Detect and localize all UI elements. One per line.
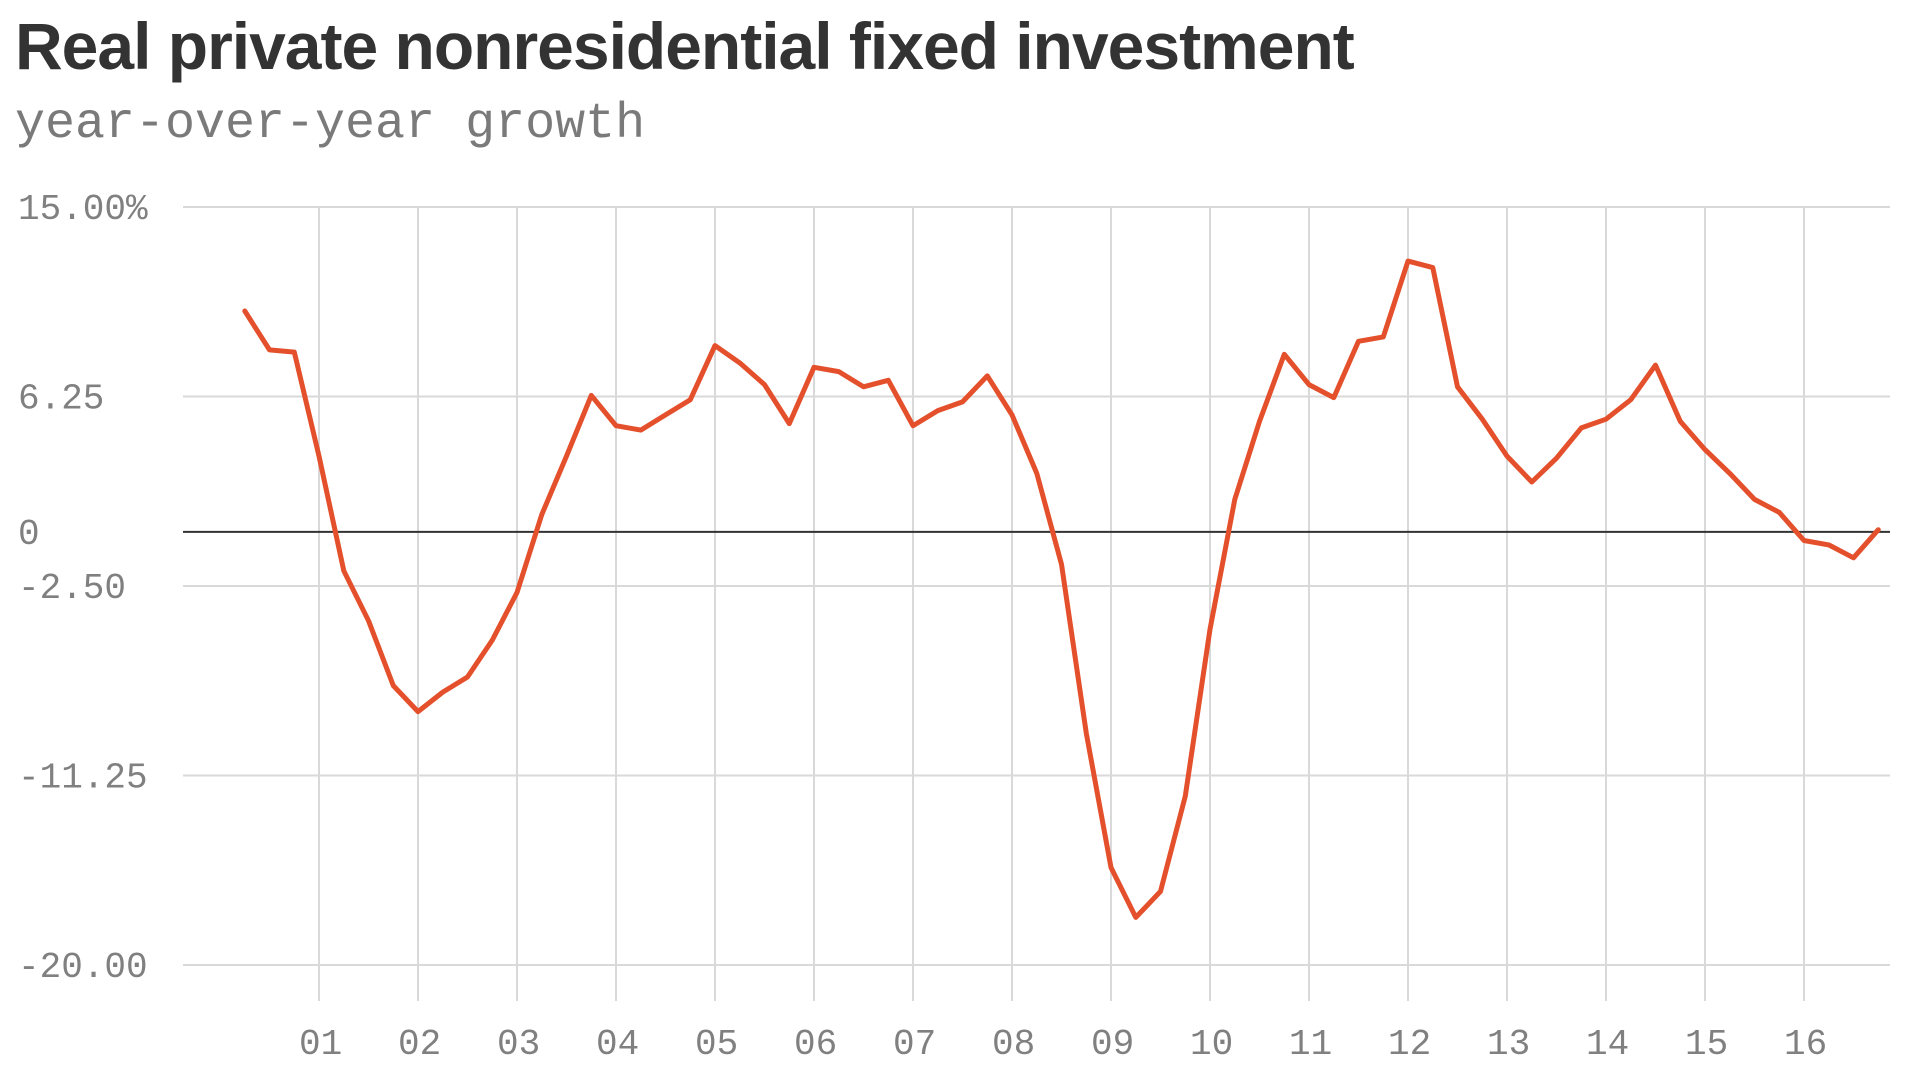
chart-title: Real private nonresidential fixed invest… xyxy=(15,9,1355,83)
y-tick-label: -2.50 xyxy=(18,568,126,609)
vertical-gridlines xyxy=(318,207,1805,1001)
series-line xyxy=(242,258,1881,920)
x-tick-label: 10 xyxy=(1183,1024,1233,1065)
x-tick-label: 16 xyxy=(1777,1024,1827,1065)
y-tick-label: -11.25 xyxy=(18,758,148,799)
x-tick-label: 14 xyxy=(1579,1024,1629,1065)
y-axis-tick-labels: 15.00% 6.25 0 -2.50 -11.25 -20.00 xyxy=(18,189,148,988)
horizontal-gridlines xyxy=(183,206,1890,966)
x-tick-label: 06 xyxy=(787,1024,837,1065)
x-tick-label: 12 xyxy=(1381,1024,1431,1065)
y-tick-label: 6.25 xyxy=(18,379,104,420)
x-tick-label: 03 xyxy=(490,1024,540,1065)
x-tick-label: 13 xyxy=(1480,1024,1530,1065)
x-tick-label: 15 xyxy=(1678,1024,1728,1065)
x-tick-label: 05 xyxy=(688,1024,738,1065)
x-tick-label: 04 xyxy=(589,1024,639,1065)
series-group xyxy=(242,258,1881,920)
x-tick-label: 08 xyxy=(985,1024,1035,1065)
x-tick-label: 01 xyxy=(292,1024,342,1065)
y-tick-label: 15.00% xyxy=(18,189,148,230)
x-tick-label: 07 xyxy=(886,1024,936,1065)
x-tick-label: 09 xyxy=(1084,1024,1134,1065)
x-axis-tick-labels: 01 02 03 04 05 06 07 08 09 10 11 12 13 1… xyxy=(292,1024,1827,1065)
x-tick-label: 02 xyxy=(391,1024,441,1065)
x-tick-label: 11 xyxy=(1282,1024,1332,1065)
chart-subtitle: year-over-year growth xyxy=(15,96,646,153)
y-tick-label: 0 xyxy=(18,514,40,555)
y-tick-label: -20.00 xyxy=(18,947,148,988)
